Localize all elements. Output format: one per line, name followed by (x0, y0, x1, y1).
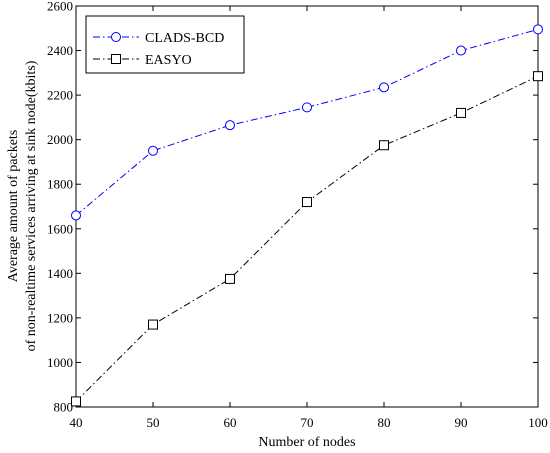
y-axis-label-line-1: Average amount of packets (6, 130, 21, 283)
y-tick-label-2000: 2000 (47, 132, 73, 147)
legend: CLADS-BCD EASYO (85, 15, 245, 74)
y-tick-label-2600: 2600 (47, 0, 73, 14)
data-point-clads-bcd-40 (71, 210, 81, 221)
legend-label-easyo: EASYO (145, 53, 192, 68)
data-point-clads-bcd-90 (456, 45, 466, 56)
y-tick-label-1000: 1000 (47, 355, 73, 370)
data-point-easyo-40 (71, 396, 81, 407)
series-layer (71, 24, 543, 407)
y-axis-label-line-2: of non-realtime services arriving at sin… (24, 60, 39, 351)
x-tick-label-60: 60 (224, 415, 237, 430)
data-point-easyo-90 (456, 107, 466, 118)
x-tick-label-100: 100 (528, 415, 548, 430)
data-point-clads-bcd-50 (148, 145, 158, 156)
data-point-easyo-60 (225, 273, 235, 284)
x-tick-label-90: 90 (455, 415, 468, 430)
y-tick-label-2200: 2200 (47, 88, 73, 103)
data-point-clads-bcd-80 (379, 82, 389, 93)
y-tick-label-800: 800 (54, 400, 74, 415)
x-tick-label-40: 40 (70, 415, 83, 430)
y-tick-label-1400: 1400 (47, 266, 73, 281)
data-point-clads-bcd-100 (533, 24, 543, 35)
data-point-easyo-70 (302, 197, 312, 208)
x-axis-label: Number of nodes (258, 435, 355, 450)
y-tick-label-1800: 1800 (47, 177, 73, 192)
x-tick-label-70: 70 (301, 415, 314, 430)
y-tick-label-1600: 1600 (47, 221, 73, 236)
legend-label-clads-bcd: CLADS-BCD (145, 31, 224, 46)
y-tick-label-1200: 1200 (47, 310, 73, 325)
x-tick-label-50: 50 (147, 415, 160, 430)
data-point-easyo-100 (533, 71, 543, 82)
axis-ticks: 40 50 60 70 80 90 100 800 1000 1200 1400 1600 1800 20… (47, 0, 548, 430)
x-tick-label-80: 80 (378, 415, 391, 430)
series-line-easyo (75, 75, 539, 402)
data-point-easyo-80 (379, 140, 389, 151)
data-point-easyo-50 (148, 319, 158, 330)
legend-marker-clads-bcd (111, 32, 121, 42)
y-tick-label-2400: 2400 (47, 43, 73, 58)
data-point-clads-bcd-60 (225, 120, 235, 131)
data-point-clads-bcd-70 (302, 102, 312, 113)
legend-marker-easyo (111, 54, 121, 64)
